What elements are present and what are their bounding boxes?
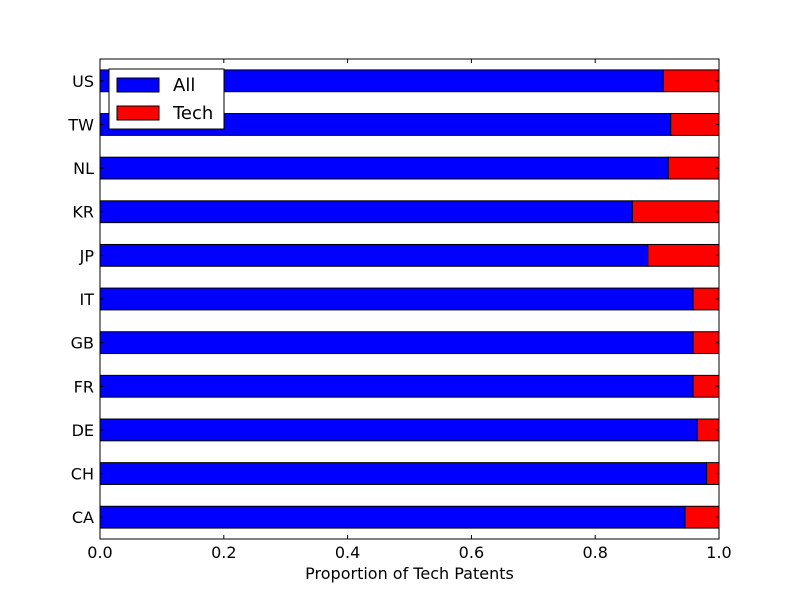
bar-all-kr (99, 200, 633, 224)
bar-tech-nl (667, 156, 720, 180)
x-tick-label-1: 0.2 (211, 543, 236, 562)
legend: All Tech (108, 68, 225, 130)
legend-label-all: All (173, 75, 195, 96)
bar-all-jp (99, 243, 649, 267)
bar-all-nl (99, 156, 669, 180)
legend-label-tech: Tech (172, 103, 213, 124)
y-tick-label-gb: GB (71, 334, 94, 353)
y-tick-label-it: IT (80, 290, 95, 309)
bar-tech-tw (670, 113, 720, 136)
x-tick-label-0: 0.0 (87, 543, 112, 562)
y-tick-label-de: DE (72, 421, 94, 440)
legend-swatch-all (116, 77, 160, 93)
bars-layer (99, 69, 720, 529)
bar-tech-kr (631, 200, 720, 224)
ticks-layer: CA CH DE FR GB IT JP KR NL TW US 0.0 0.2 0.4 0.6 0.8 1.0 (67, 59, 732, 562)
y-tick-label-tw: TW (67, 115, 94, 134)
bar-all-it (99, 287, 694, 311)
bar-tech-ca (684, 505, 720, 529)
x-tick-label-2: 0.4 (335, 543, 360, 562)
x-axis-title: Proportion of Tech Patents (305, 564, 514, 583)
y-tick-label-us: US (72, 72, 94, 91)
bar-all-ch (99, 462, 708, 485)
bar-tech-us (662, 69, 720, 93)
bar-all-de (99, 418, 698, 442)
x-tick-label-4: 0.8 (582, 543, 607, 562)
x-tick-label-5: 1.0 (706, 543, 731, 562)
bar-all-gb (99, 331, 694, 355)
bar-tech-jp (647, 243, 720, 267)
y-tick-label-kr: KR (72, 203, 94, 222)
y-tick-label-jp: JP (79, 246, 95, 265)
bar-all-ca (99, 505, 686, 529)
y-tick-label-ca: CA (72, 508, 94, 527)
bar-all-fr (99, 374, 694, 398)
y-tick-label-nl: NL (73, 159, 94, 178)
x-tick-label-3: 0.6 (459, 543, 484, 562)
y-tick-label-ch: CH (71, 465, 94, 484)
y-tick-label-fr: FR (74, 377, 94, 396)
legend-swatch-tech (116, 105, 160, 121)
